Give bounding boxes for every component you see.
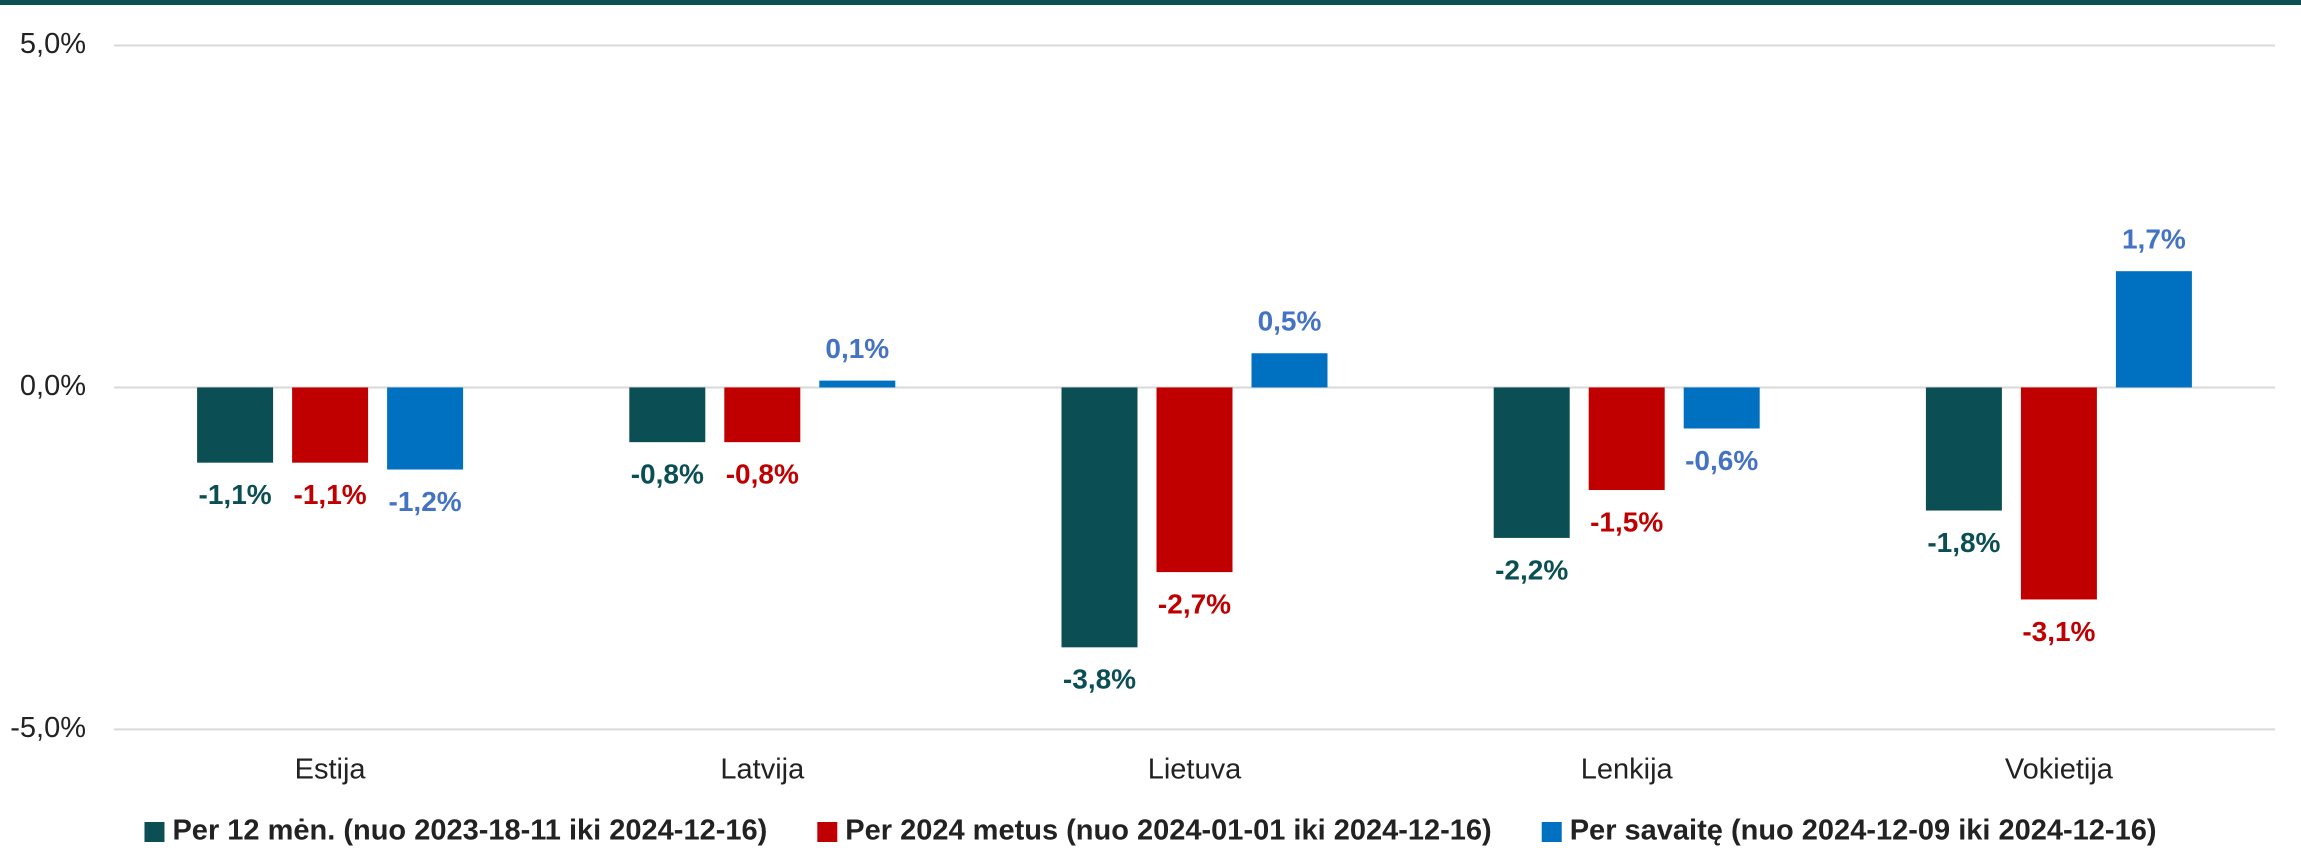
legend-label: Per savaitę (nuo 2024-12-09 iki 2024-12-… bbox=[1570, 815, 2157, 847]
legend-swatch bbox=[144, 822, 165, 842]
value-label: -1,1% bbox=[294, 479, 367, 510]
bar bbox=[1061, 387, 1138, 648]
legend-label: Per 12 mėn. (nuo 2023-18-11 iki 2024-12-… bbox=[172, 815, 767, 847]
value-label: 0,5% bbox=[1258, 306, 1322, 337]
legend-swatch bbox=[1541, 822, 1562, 842]
value-label: 0,1% bbox=[825, 333, 889, 364]
x-tick-label: Lietuva bbox=[1148, 754, 1242, 786]
bar bbox=[292, 387, 369, 463]
bar bbox=[1925, 387, 2002, 511]
value-label: 1,7% bbox=[2122, 224, 2186, 255]
x-tick-label: Latvija bbox=[720, 754, 805, 786]
legend-label: Per 2024 metus (nuo 2024-01-01 iki 2024-… bbox=[845, 815, 1491, 847]
bar bbox=[1156, 387, 1233, 573]
legend-swatch bbox=[817, 822, 838, 842]
value-label: -1,2% bbox=[389, 486, 462, 517]
bar bbox=[2115, 271, 2192, 388]
bar bbox=[387, 387, 464, 470]
bar bbox=[197, 387, 274, 463]
bar bbox=[819, 380, 896, 388]
y-tick-label: 0,0% bbox=[20, 370, 86, 402]
value-label: -3,8% bbox=[1063, 664, 1136, 695]
x-tick-label: Lenkija bbox=[1581, 754, 1674, 786]
bar bbox=[1251, 353, 1328, 388]
bar bbox=[2020, 387, 2097, 600]
y-tick-label: 5,0% bbox=[20, 28, 86, 60]
bar bbox=[1683, 387, 1760, 429]
bar bbox=[629, 387, 706, 443]
value-label: -1,5% bbox=[1590, 506, 1663, 537]
value-label: -1,1% bbox=[199, 479, 272, 510]
value-label: -2,7% bbox=[1158, 588, 1231, 619]
y-tick-label: -5,0% bbox=[10, 712, 86, 744]
x-tick-label: Vokietija bbox=[2005, 754, 2114, 786]
value-label: -0,6% bbox=[1685, 445, 1758, 476]
bar bbox=[724, 387, 801, 443]
x-tick-label: Estija bbox=[295, 754, 367, 786]
top-bar bbox=[0, 0, 2301, 5]
bar bbox=[1588, 387, 1665, 491]
value-label: -0,8% bbox=[631, 459, 704, 490]
value-label: -1,8% bbox=[1927, 527, 2000, 558]
value-label: -3,1% bbox=[2022, 616, 2095, 647]
value-label: -0,8% bbox=[726, 459, 799, 490]
value-label: -2,2% bbox=[1495, 554, 1568, 585]
bar bbox=[1493, 387, 1570, 538]
